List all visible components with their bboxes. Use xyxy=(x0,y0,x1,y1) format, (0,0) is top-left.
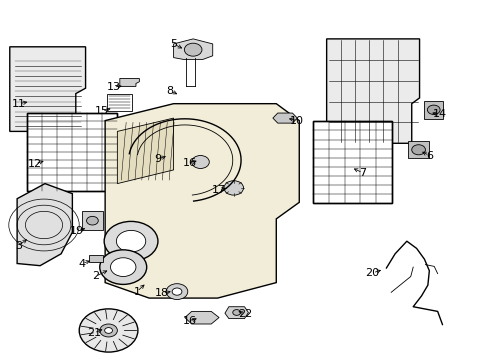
Text: 12: 12 xyxy=(28,159,42,169)
Text: 10: 10 xyxy=(290,116,304,126)
Bar xyxy=(82,211,102,230)
Text: 16: 16 xyxy=(183,158,196,168)
Polygon shape xyxy=(184,311,219,324)
Bar xyxy=(89,255,103,262)
Text: 5: 5 xyxy=(170,39,177,49)
Bar xyxy=(424,101,442,119)
Circle shape xyxy=(104,328,112,333)
Bar xyxy=(312,121,391,203)
Bar xyxy=(407,141,428,158)
Text: 15: 15 xyxy=(95,106,108,116)
Polygon shape xyxy=(105,104,299,298)
Text: 3: 3 xyxy=(15,240,22,251)
Text: 4: 4 xyxy=(79,258,85,269)
Text: 17: 17 xyxy=(212,185,225,195)
Text: 13: 13 xyxy=(106,82,120,92)
Polygon shape xyxy=(17,184,72,266)
Circle shape xyxy=(166,284,187,300)
Polygon shape xyxy=(120,78,139,86)
Circle shape xyxy=(411,145,425,155)
Circle shape xyxy=(110,258,136,276)
Circle shape xyxy=(79,309,138,352)
Text: 22: 22 xyxy=(238,309,252,319)
Text: 14: 14 xyxy=(432,109,446,120)
Circle shape xyxy=(184,43,202,56)
Bar xyxy=(27,113,117,191)
Circle shape xyxy=(100,324,117,337)
Bar xyxy=(312,121,391,203)
Text: 2: 2 xyxy=(92,271,99,282)
Circle shape xyxy=(116,230,145,252)
Polygon shape xyxy=(117,118,173,184)
Circle shape xyxy=(100,250,146,284)
Circle shape xyxy=(104,221,158,261)
Circle shape xyxy=(427,105,439,114)
Text: 1: 1 xyxy=(133,287,140,297)
Polygon shape xyxy=(272,113,297,123)
Text: 9: 9 xyxy=(154,154,161,164)
Text: 11: 11 xyxy=(12,99,25,109)
Bar xyxy=(106,94,132,111)
Polygon shape xyxy=(224,307,248,319)
Text: 6: 6 xyxy=(425,150,432,161)
Circle shape xyxy=(224,181,243,195)
Text: 18: 18 xyxy=(155,288,169,298)
Polygon shape xyxy=(173,39,212,59)
Polygon shape xyxy=(326,39,419,143)
Circle shape xyxy=(232,310,240,315)
Circle shape xyxy=(86,216,98,225)
Text: 19: 19 xyxy=(70,226,84,236)
Bar xyxy=(27,113,117,191)
Text: 21: 21 xyxy=(87,328,101,338)
Polygon shape xyxy=(10,47,85,131)
Circle shape xyxy=(172,288,182,295)
Text: 16: 16 xyxy=(183,316,196,326)
Text: 20: 20 xyxy=(365,268,379,278)
Text: 8: 8 xyxy=(166,86,173,96)
Text: 7: 7 xyxy=(359,168,366,178)
Circle shape xyxy=(191,156,209,168)
